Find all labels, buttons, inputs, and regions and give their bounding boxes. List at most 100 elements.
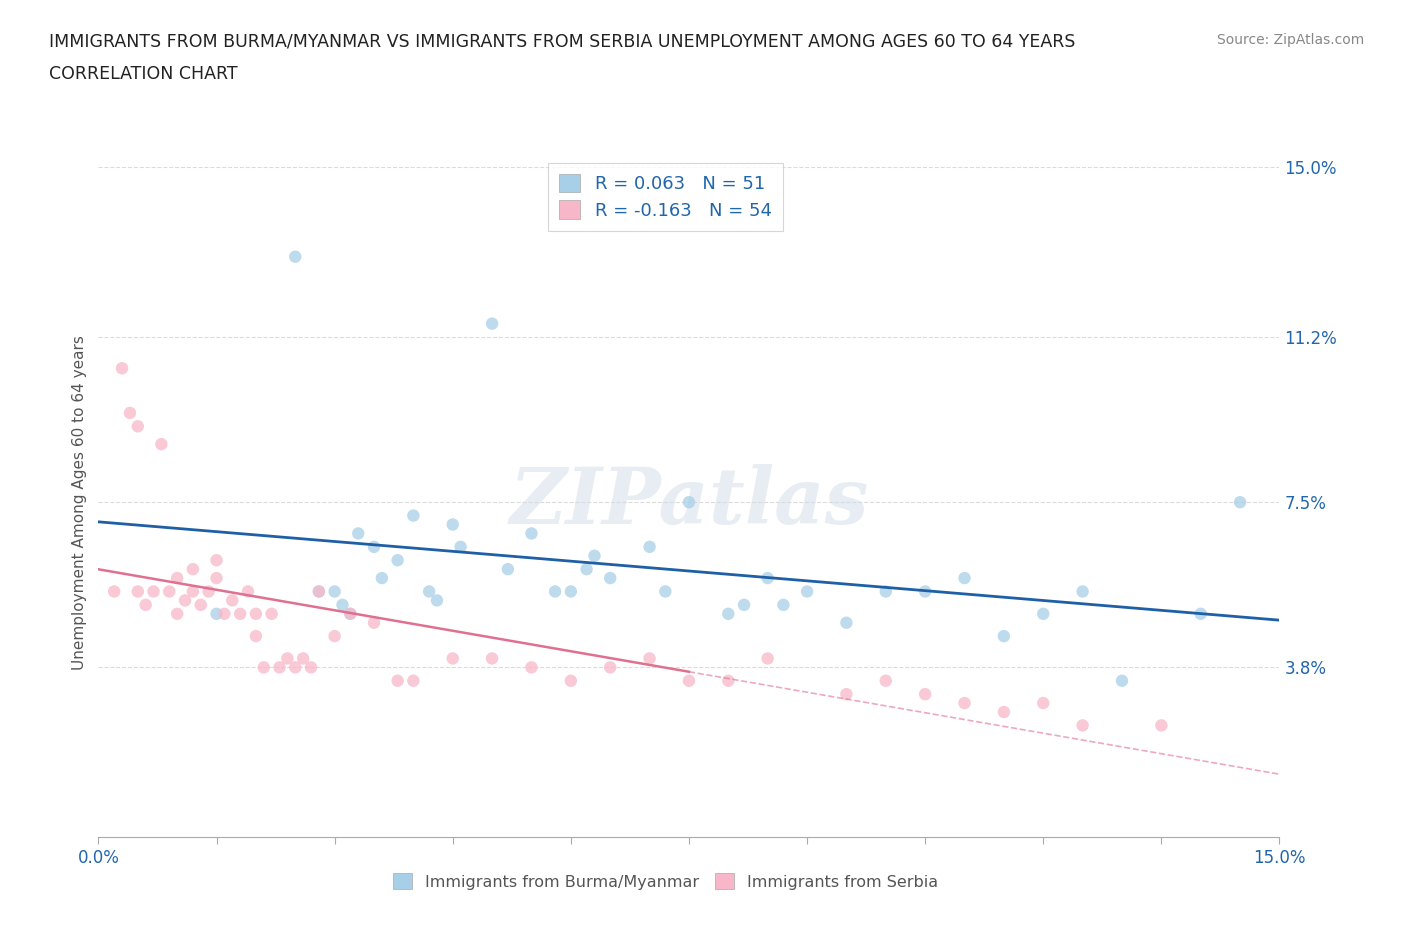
Point (402, 673, 425, 688)
Point (835, 616, 858, 631)
Point (1229, 495, 1251, 510)
Text: IMMIGRANTS FROM BURMA/MYANMAR VS IMMIGRANTS FROM SERBIA UNEMPLOYMENT AMONG AGES : IMMIGRANTS FROM BURMA/MYANMAR VS IMMIGRA… (49, 33, 1076, 50)
Point (875, 673, 897, 688)
Point (332, 597, 354, 612)
Point (118, 405, 141, 420)
Point (914, 584, 936, 599)
Point (181, 584, 204, 599)
Point (260, 606, 283, 621)
Point (111, 361, 134, 376)
Point (1150, 718, 1173, 733)
Point (205, 552, 228, 567)
Text: Source: ZipAtlas.com: Source: ZipAtlas.com (1216, 33, 1364, 46)
Point (402, 508, 425, 523)
Point (205, 571, 228, 586)
Point (756, 571, 779, 586)
Point (308, 584, 330, 599)
Point (127, 418, 149, 433)
Point (150, 437, 173, 452)
Point (544, 584, 567, 599)
Point (560, 673, 582, 688)
Point (993, 629, 1015, 644)
Point (157, 584, 180, 599)
Point (284, 249, 307, 264)
Y-axis label: Unemployment Among Ages 60 to 64 years: Unemployment Among Ages 60 to 64 years (72, 335, 87, 670)
Point (292, 651, 315, 666)
Point (1071, 584, 1094, 599)
Point (835, 686, 858, 701)
Point (599, 660, 621, 675)
Point (953, 696, 976, 711)
Point (181, 562, 204, 577)
Point (520, 526, 543, 541)
Text: CORRELATION CHART: CORRELATION CHART (49, 65, 238, 83)
Point (214, 606, 236, 621)
Point (1032, 696, 1054, 711)
Point (583, 549, 606, 564)
Point (953, 571, 976, 586)
Point (914, 686, 936, 701)
Point (796, 584, 818, 599)
Point (174, 593, 197, 608)
Point (347, 526, 370, 541)
Point (190, 597, 212, 612)
Point (339, 606, 361, 621)
Point (245, 606, 267, 621)
Point (323, 584, 346, 599)
Point (520, 660, 543, 675)
Point (299, 660, 322, 675)
Point (717, 673, 740, 688)
Point (371, 571, 394, 586)
Point (756, 651, 779, 666)
Point (142, 584, 165, 599)
Point (127, 584, 149, 599)
Point (418, 584, 440, 599)
Point (1111, 673, 1133, 688)
Point (733, 597, 755, 612)
Point (599, 571, 621, 586)
Point (323, 629, 346, 644)
Point (276, 651, 298, 666)
Point (993, 705, 1015, 720)
Point (197, 584, 219, 599)
Point (575, 562, 598, 577)
Point (481, 316, 503, 331)
Point (103, 584, 125, 599)
Point (772, 597, 794, 612)
Legend: Immigrants from Burma/Myanmar, Immigrants from Serbia: Immigrants from Burma/Myanmar, Immigrant… (387, 867, 945, 896)
Point (245, 629, 267, 644)
Point (387, 673, 409, 688)
Point (441, 651, 464, 666)
Point (1071, 718, 1094, 733)
Point (654, 584, 676, 599)
Point (1032, 606, 1054, 621)
Point (638, 651, 661, 666)
Point (481, 651, 503, 666)
Point (717, 606, 740, 621)
Point (678, 495, 700, 510)
Point (363, 539, 385, 554)
Point (426, 593, 449, 608)
Point (308, 584, 330, 599)
Point (875, 584, 897, 599)
Text: ZIPatlas: ZIPatlas (509, 464, 869, 540)
Point (441, 517, 464, 532)
Point (269, 660, 291, 675)
Point (678, 673, 700, 688)
Point (1189, 606, 1212, 621)
Point (284, 660, 307, 675)
Point (496, 562, 519, 577)
Point (229, 606, 252, 621)
Point (363, 616, 385, 631)
Point (205, 606, 228, 621)
Point (135, 597, 157, 612)
Point (166, 571, 188, 586)
Point (387, 552, 409, 567)
Point (450, 539, 472, 554)
Point (253, 660, 276, 675)
Point (166, 606, 188, 621)
Point (638, 539, 661, 554)
Point (236, 584, 259, 599)
Point (560, 584, 582, 599)
Point (221, 593, 243, 608)
